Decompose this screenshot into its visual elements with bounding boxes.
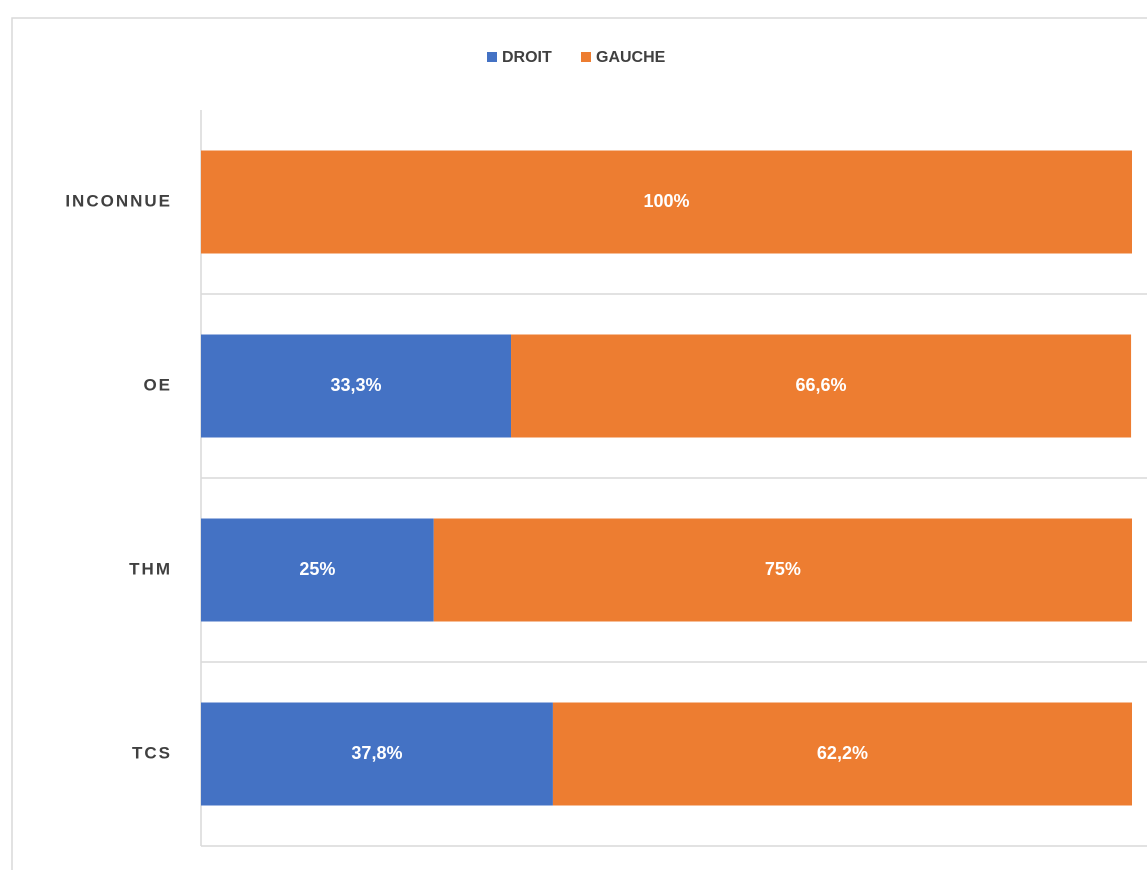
bar-segment <box>201 150 1132 254</box>
legend-swatch <box>487 52 497 62</box>
data-label: 75% <box>765 559 801 579</box>
data-label: 37,8% <box>351 743 402 763</box>
y-tick-label: OE <box>143 375 172 394</box>
legend: DROIT GAUCHE <box>487 49 666 66</box>
data-label: 25% <box>299 559 335 579</box>
chart-border <box>11 17 1147 875</box>
y-tick-label: THM <box>129 559 172 578</box>
bar-segment <box>201 334 512 438</box>
data-label: 33,3% <box>330 375 381 395</box>
legend-label: GAUCHE <box>596 49 666 66</box>
data-label: 62,2% <box>817 743 868 763</box>
bar-segment <box>201 518 434 622</box>
bar-segment <box>511 334 1132 438</box>
y-tick-label: INCONNUE <box>65 191 172 210</box>
bar-segment <box>201 702 553 806</box>
legend-label: DROIT <box>502 49 552 66</box>
data-label: 100% <box>643 191 689 211</box>
y-tick-label: TCS <box>132 743 172 762</box>
bar-segment <box>552 702 1132 806</box>
data-label: 66,6% <box>796 375 847 395</box>
legend-swatch <box>581 52 591 62</box>
bar-segment <box>433 518 1132 622</box>
